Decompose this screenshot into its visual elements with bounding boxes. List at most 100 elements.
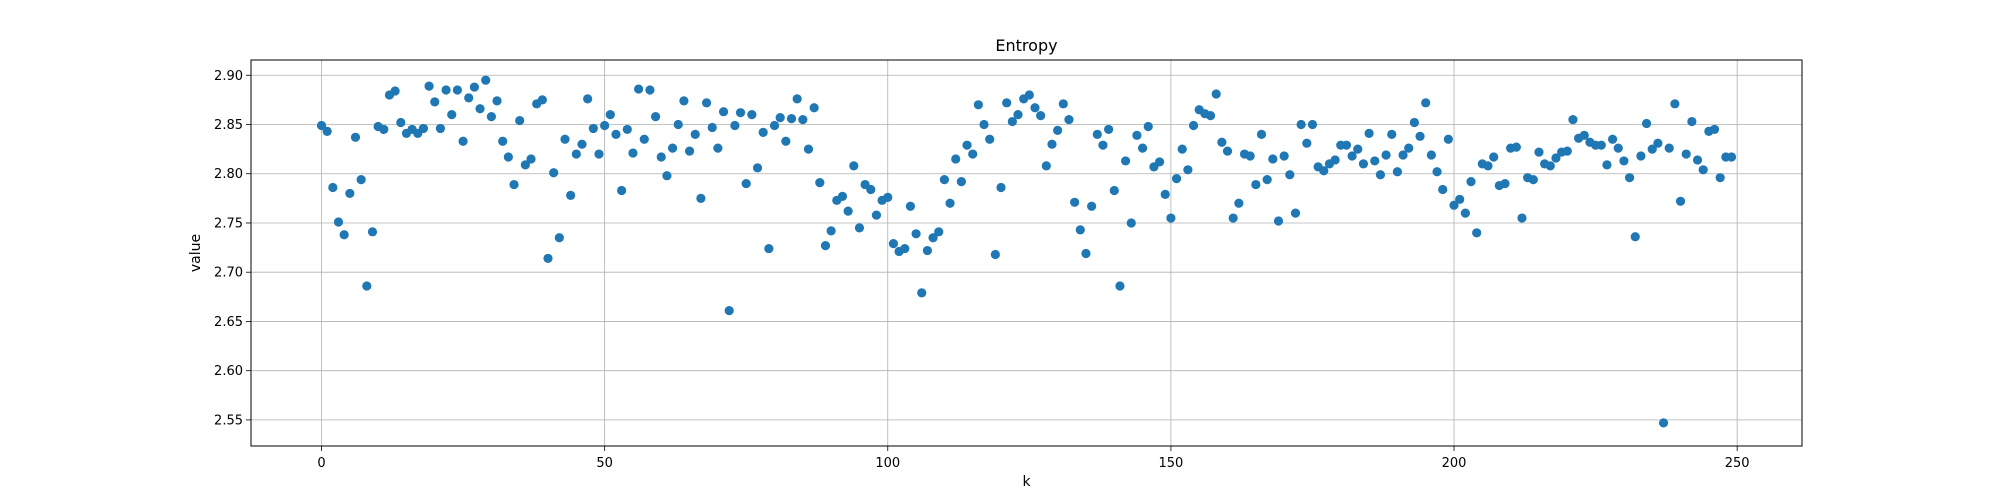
data-point <box>1381 150 1391 160</box>
data-point <box>854 223 865 233</box>
data-point <box>1551 153 1561 163</box>
data-point <box>475 104 485 114</box>
data-point <box>367 227 378 237</box>
data-point <box>515 115 525 126</box>
data-point <box>1245 151 1255 161</box>
data-point <box>1500 178 1510 189</box>
data-point <box>1692 155 1703 165</box>
data-point <box>815 177 825 188</box>
data-point <box>922 245 933 256</box>
data-point <box>566 190 576 200</box>
data-point <box>1047 139 1057 149</box>
data-point <box>1726 152 1737 162</box>
data-point <box>1483 161 1493 171</box>
data-point <box>871 210 882 220</box>
data-point <box>1081 248 1091 259</box>
data-point <box>571 149 581 159</box>
x-axis-ticks: 0 50 100 150 200 250 <box>317 446 1750 471</box>
data-point <box>1120 156 1131 166</box>
data-point <box>1675 196 1686 206</box>
data-point <box>1228 213 1238 223</box>
data-point <box>588 123 598 134</box>
data-point <box>1154 157 1165 167</box>
x-tick-label: 200 <box>1442 456 1467 471</box>
data-point <box>667 143 678 153</box>
data-point <box>333 217 344 227</box>
data-point <box>1160 189 1170 200</box>
data-point <box>1013 110 1023 120</box>
data-point <box>1415 131 1425 141</box>
data-point <box>634 84 644 94</box>
data-point <box>379 124 389 135</box>
data-point <box>1251 179 1261 190</box>
data-point <box>1262 175 1272 185</box>
data-point <box>1002 98 1012 108</box>
data-point <box>1268 154 1278 164</box>
data-point <box>888 239 899 249</box>
data-point <box>837 191 848 201</box>
data-point <box>928 233 938 243</box>
data-point <box>769 120 780 131</box>
data-point <box>1098 140 1108 150</box>
data-point <box>1053 125 1063 136</box>
data-point <box>526 154 536 164</box>
data-point <box>481 75 491 85</box>
data-point <box>1698 165 1708 175</box>
data-point <box>781 136 791 146</box>
data-point <box>820 241 831 251</box>
data-point <box>1188 120 1199 131</box>
data-point <box>396 117 406 128</box>
data-point <box>1596 140 1606 150</box>
data-point <box>1460 208 1470 218</box>
data-point <box>1387 129 1397 139</box>
data-point <box>1562 146 1572 156</box>
data-point <box>1007 116 1017 127</box>
data-point <box>1109 185 1119 196</box>
data-point <box>792 94 802 104</box>
y-tick-label: 2.75 <box>214 216 243 231</box>
data-point <box>939 175 949 185</box>
data-point <box>1171 174 1182 184</box>
data-point <box>617 185 627 196</box>
data-point <box>1579 130 1589 140</box>
data-point <box>622 124 632 135</box>
data-point <box>1177 144 1187 154</box>
data-point <box>520 160 530 170</box>
data-point <box>968 149 978 159</box>
data-point <box>1534 147 1544 157</box>
data-point <box>1132 130 1142 140</box>
data-point <box>1024 90 1034 100</box>
y-tick-label: 2.80 <box>214 167 243 182</box>
x-axis-label: k <box>1022 474 1031 490</box>
data-point <box>1087 201 1097 211</box>
data-point <box>803 144 814 154</box>
data-point <box>1364 128 1374 138</box>
data-point <box>1613 143 1623 153</box>
y-tick-label: 2.85 <box>214 118 243 133</box>
data-point <box>1205 111 1216 121</box>
data-point <box>990 249 1000 260</box>
data-point <box>503 152 513 162</box>
data-point <box>458 136 468 146</box>
data-point <box>1619 156 1629 166</box>
data-point <box>684 146 695 156</box>
data-point <box>1392 167 1403 177</box>
data-point <box>447 110 457 120</box>
data-point <box>1421 98 1431 108</box>
data-point <box>1330 155 1340 165</box>
data-point <box>435 123 446 134</box>
data-point <box>951 154 961 164</box>
x-tick-label: 150 <box>1158 456 1183 471</box>
data-point <box>945 198 955 208</box>
data-point <box>1426 150 1436 160</box>
x-tick-label: 0 <box>317 456 325 471</box>
data-point <box>962 140 972 150</box>
data-point <box>639 134 649 144</box>
data-point <box>1432 167 1442 177</box>
data-point <box>1092 129 1102 139</box>
y-tick-label: 2.90 <box>214 69 243 84</box>
data-point <box>554 233 564 243</box>
data-point <box>1341 140 1352 150</box>
data-point <box>1489 152 1499 162</box>
data-point <box>1358 159 1369 169</box>
